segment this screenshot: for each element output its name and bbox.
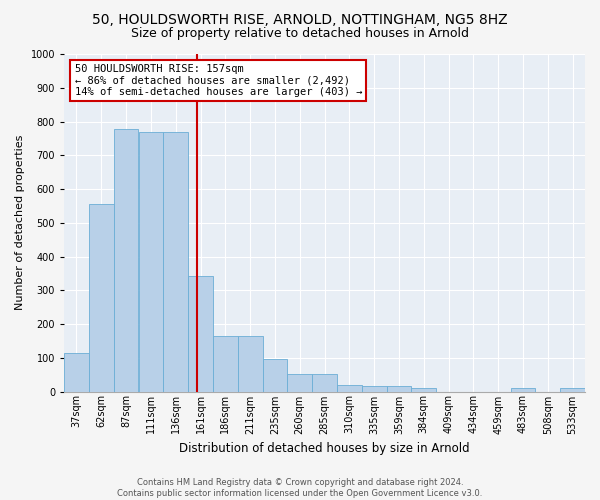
Bar — [139, 132, 163, 392]
Bar — [113, 128, 139, 392]
Bar — [238, 336, 263, 392]
Bar — [386, 386, 412, 392]
Bar — [560, 388, 585, 392]
Bar — [213, 336, 238, 392]
Bar — [188, 276, 213, 392]
Bar — [89, 204, 113, 392]
Bar — [287, 374, 312, 392]
Text: Size of property relative to detached houses in Arnold: Size of property relative to detached ho… — [131, 28, 469, 40]
Bar — [163, 132, 188, 392]
Bar — [337, 386, 362, 392]
Bar — [412, 388, 436, 392]
Y-axis label: Number of detached properties: Number of detached properties — [15, 135, 25, 310]
Text: 50 HOULDSWORTH RISE: 157sqm
← 86% of detached houses are smaller (2,492)
14% of : 50 HOULDSWORTH RISE: 157sqm ← 86% of det… — [74, 64, 362, 98]
Bar — [511, 388, 535, 392]
Bar — [64, 354, 89, 392]
Text: 50, HOULDSWORTH RISE, ARNOLD, NOTTINGHAM, NG5 8HZ: 50, HOULDSWORTH RISE, ARNOLD, NOTTINGHAM… — [92, 12, 508, 26]
Bar — [263, 359, 287, 392]
Bar — [362, 386, 386, 392]
Bar — [312, 374, 337, 392]
X-axis label: Distribution of detached houses by size in Arnold: Distribution of detached houses by size … — [179, 442, 470, 455]
Text: Contains HM Land Registry data © Crown copyright and database right 2024.
Contai: Contains HM Land Registry data © Crown c… — [118, 478, 482, 498]
